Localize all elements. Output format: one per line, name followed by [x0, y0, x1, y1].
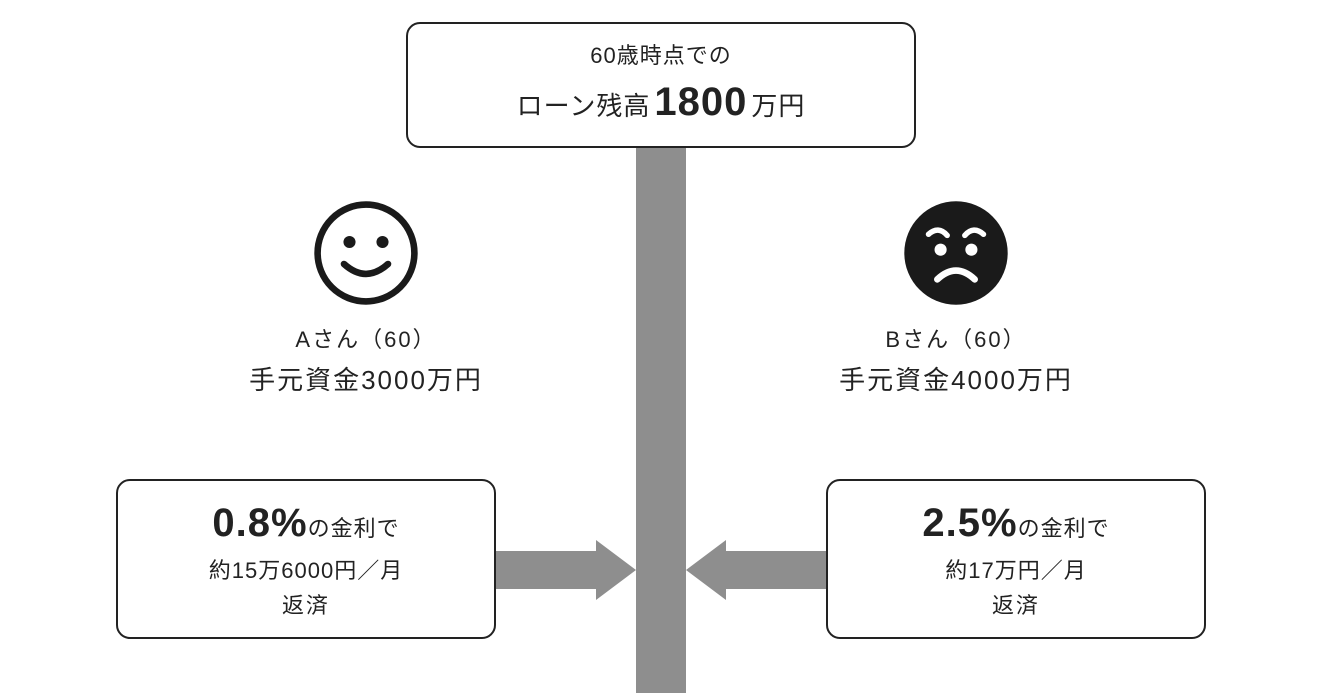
rate-a-suffix: の金利で [308, 516, 400, 541]
arrow-left-icon [686, 540, 826, 600]
rate-b-repay: 返済 [992, 592, 1040, 621]
rate-a-pct: 0.8% [212, 501, 307, 545]
top-line2: ローン残高1800万円 [517, 76, 806, 128]
top-unit: 万円 [751, 91, 805, 121]
rate-b-box: 2.5%の金利で 約17万円／月 返済 [826, 479, 1206, 639]
rate-b-suffix: の金利で [1018, 516, 1110, 541]
top-prefix: ローン残高 [517, 91, 651, 121]
person-a-name: Aさん（60） [216, 322, 516, 354]
person-b-name: Bさん（60） [806, 322, 1106, 354]
person-b-funds: 手元資金4000万円 [806, 360, 1106, 397]
rate-b-monthly: 約17万円／月 [945, 557, 1086, 586]
rate-a-monthly: 約15万6000円／月 [209, 557, 403, 586]
top-line1: 60歳時点での [590, 42, 731, 71]
person-a-funds: 手元資金3000万円 [216, 360, 516, 397]
top-value: 1800 [654, 80, 747, 124]
smile-face-icon [311, 198, 421, 308]
vertical-connector-bar [636, 148, 686, 693]
rate-a-line1: 0.8%の金利で [212, 497, 399, 549]
rate-b-pct: 2.5% [922, 501, 1017, 545]
diagram-stage: 60歳時点での ローン残高1800万円 Aさん（60） 手元資金3000万円 B… [0, 0, 1320, 693]
rate-b-line1: 2.5%の金利で [922, 497, 1109, 549]
rate-a-repay: 返済 [282, 592, 330, 621]
worried-face-icon [901, 198, 1011, 308]
top-loan-balance-box: 60歳時点での ローン残高1800万円 [406, 22, 916, 148]
arrow-right-icon [496, 540, 636, 600]
person-b-block: Bさん（60） 手元資金4000万円 [806, 198, 1106, 397]
person-a-block: Aさん（60） 手元資金3000万円 [216, 198, 516, 397]
rate-a-box: 0.8%の金利で 約15万6000円／月 返済 [116, 479, 496, 639]
